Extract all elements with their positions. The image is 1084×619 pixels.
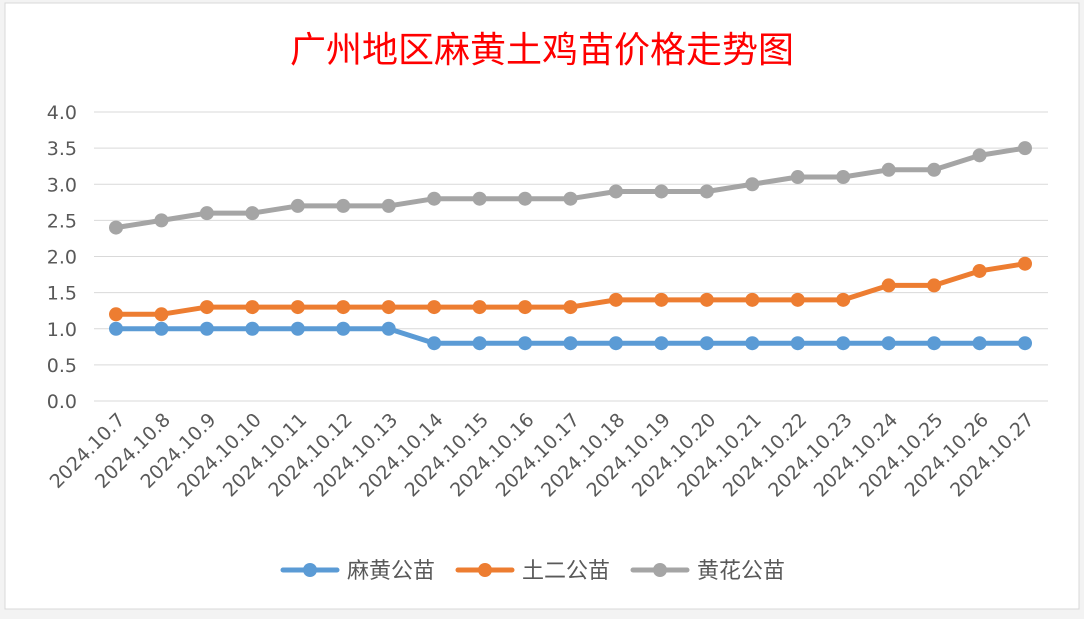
data-point: [608, 184, 623, 199]
data-point: [154, 321, 169, 336]
data-point: [518, 336, 533, 351]
legend-label: 黄花公苗: [697, 559, 785, 584]
data-point: [699, 336, 714, 351]
data-point: [154, 213, 169, 228]
data-point: [881, 278, 896, 293]
y-tick-label: 0.0: [47, 391, 77, 413]
legend-item: 麻黄公苗: [280, 559, 435, 584]
gridlines: [94, 111, 1048, 402]
data-point: [654, 184, 669, 199]
series-3: [109, 141, 1032, 235]
legend-label: 土二公苗: [522, 559, 610, 584]
y-tick-label: 4.0: [47, 102, 77, 124]
y-tick-label: 2.0: [47, 247, 77, 269]
legend-item: 黄花公苗: [630, 559, 785, 584]
data-point: [427, 336, 442, 351]
data-point: [881, 336, 896, 351]
data-point: [972, 336, 987, 351]
data-point: [927, 278, 942, 293]
legend: 麻黄公苗 土二公苗 黄花公苗: [280, 559, 785, 584]
data-point: [199, 300, 214, 315]
data-point: [154, 307, 169, 322]
data-point: [881, 162, 896, 177]
data-point: [654, 336, 669, 351]
y-axis-tick-labels: 0.0 0.5 1.0 1.5 2.0 2.5 3.0 3.5 4.0: [47, 102, 77, 413]
data-point: [336, 321, 351, 336]
data-point: [518, 300, 533, 315]
data-point: [245, 321, 260, 336]
data-point: [972, 263, 987, 278]
data-point: [518, 191, 533, 206]
data-point: [1018, 141, 1032, 156]
data-point: [563, 336, 578, 351]
data-point: [927, 336, 942, 351]
data-point: [836, 336, 851, 351]
data-point: [472, 191, 487, 206]
y-tick-label: 2.5: [47, 210, 77, 232]
legend-swatch-marker: [303, 563, 317, 577]
y-tick-label: 0.5: [47, 355, 77, 377]
data-point: [472, 300, 487, 315]
data-point: [427, 191, 442, 206]
data-point: [1018, 336, 1032, 351]
data-point: [1018, 256, 1032, 271]
data-point: [790, 336, 805, 351]
data-point: [972, 148, 987, 163]
data-point: [790, 292, 805, 307]
data-point: [199, 206, 214, 221]
data-point: [790, 170, 805, 185]
data-point: [654, 292, 669, 307]
data-point: [290, 321, 305, 336]
data-point: [836, 170, 851, 185]
data-point: [836, 292, 851, 307]
data-point: [563, 191, 578, 206]
data-point: [199, 321, 214, 336]
data-point: [290, 198, 305, 213]
data-point: [745, 336, 760, 351]
data-point: [699, 292, 714, 307]
y-tick-label: 1.0: [47, 319, 77, 341]
data-point: [699, 184, 714, 199]
data-point: [336, 300, 351, 315]
data-point: [472, 336, 487, 351]
data-point: [290, 300, 305, 315]
data-point: [745, 177, 760, 192]
y-tick-label: 3.0: [47, 174, 77, 196]
data-point: [381, 300, 396, 315]
data-point: [109, 307, 123, 322]
y-tick-label: 3.5: [47, 138, 77, 160]
y-tick-label: 1.5: [47, 283, 77, 305]
data-point: [427, 300, 442, 315]
data-point: [927, 162, 942, 177]
legend-item: 土二公苗: [455, 559, 610, 584]
data-point: [245, 206, 260, 221]
legend-label: 麻黄公苗: [347, 559, 435, 584]
data-point: [381, 198, 396, 213]
data-point: [245, 300, 260, 315]
chart-title: 广州地区麻黄土鸡苗价格走势图: [290, 30, 794, 71]
series-1: [109, 321, 1032, 351]
data-point: [109, 321, 123, 336]
data-point: [608, 336, 623, 351]
data-point: [109, 220, 123, 235]
legend-swatch-marker: [478, 563, 492, 577]
data-point: [336, 198, 351, 213]
data-point: [563, 300, 578, 315]
data-point: [745, 292, 760, 307]
legend-swatch-marker: [653, 563, 667, 577]
data-point: [381, 321, 396, 336]
series-2: [109, 256, 1032, 322]
series-lines: [109, 141, 1032, 351]
data-point: [608, 292, 623, 307]
